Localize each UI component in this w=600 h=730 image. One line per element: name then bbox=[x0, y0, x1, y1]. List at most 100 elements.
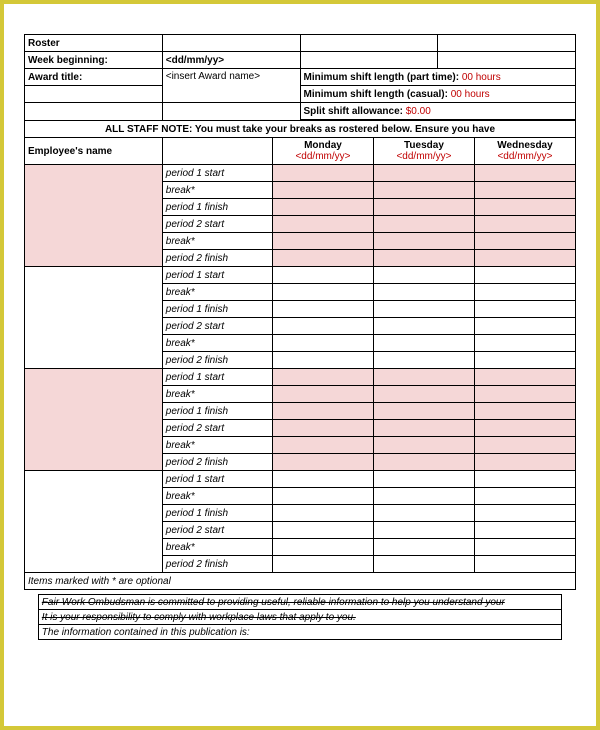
data-cell[interactable] bbox=[474, 488, 575, 505]
data-cell[interactable] bbox=[272, 539, 373, 556]
blank-cell bbox=[162, 138, 272, 165]
data-cell[interactable] bbox=[373, 352, 474, 369]
data-cell[interactable] bbox=[373, 284, 474, 301]
data-cell[interactable] bbox=[272, 199, 373, 216]
data-cell[interactable] bbox=[474, 437, 575, 454]
data-cell[interactable] bbox=[373, 488, 474, 505]
data-cell[interactable] bbox=[373, 539, 474, 556]
data-cell[interactable] bbox=[272, 505, 373, 522]
data-cell[interactable] bbox=[373, 522, 474, 539]
data-cell[interactable] bbox=[272, 233, 373, 250]
data-cell[interactable] bbox=[272, 284, 373, 301]
employee-cell[interactable] bbox=[25, 471, 163, 573]
data-cell[interactable] bbox=[272, 454, 373, 471]
data-cell[interactable] bbox=[474, 505, 575, 522]
data-cell[interactable] bbox=[474, 522, 575, 539]
data-cell[interactable] bbox=[373, 318, 474, 335]
data-cell[interactable] bbox=[272, 369, 373, 386]
data-cell[interactable] bbox=[373, 267, 474, 284]
data-cell[interactable] bbox=[474, 352, 575, 369]
data-cell[interactable] bbox=[272, 267, 373, 284]
data-cell[interactable] bbox=[272, 301, 373, 318]
period-label: break* bbox=[162, 233, 272, 250]
period-label: break* bbox=[162, 182, 272, 199]
data-cell[interactable] bbox=[373, 556, 474, 573]
data-cell[interactable] bbox=[272, 182, 373, 199]
data-cell[interactable] bbox=[272, 420, 373, 437]
data-cell[interactable] bbox=[474, 318, 575, 335]
min-shift-casual-value: 00 hours bbox=[451, 89, 490, 100]
data-cell[interactable] bbox=[272, 216, 373, 233]
employee-name-header: Employee's name bbox=[25, 138, 163, 165]
footer-line-1: Fair Work Ombudsman is committed to prov… bbox=[38, 595, 561, 610]
period-label: period 2 finish bbox=[162, 352, 272, 369]
data-cell[interactable] bbox=[474, 556, 575, 573]
min-shift-pt-cell: Minimum shift length (part time): 00 hou… bbox=[300, 69, 576, 86]
data-cell[interactable] bbox=[474, 454, 575, 471]
employee-cell[interactable] bbox=[25, 165, 163, 267]
data-cell[interactable] bbox=[474, 165, 575, 182]
data-cell[interactable] bbox=[272, 335, 373, 352]
period-label: period 1 finish bbox=[162, 505, 272, 522]
data-cell[interactable] bbox=[373, 420, 474, 437]
data-cell[interactable] bbox=[373, 250, 474, 267]
data-cell[interactable] bbox=[373, 386, 474, 403]
data-cell[interactable] bbox=[474, 420, 575, 437]
data-cell[interactable] bbox=[373, 216, 474, 233]
data-cell[interactable] bbox=[272, 437, 373, 454]
data-cell[interactable] bbox=[373, 301, 474, 318]
data-cell[interactable] bbox=[373, 471, 474, 488]
data-cell[interactable] bbox=[474, 233, 575, 250]
data-cell[interactable] bbox=[474, 267, 575, 284]
day-name: Tuesday bbox=[377, 140, 471, 151]
data-cell[interactable] bbox=[474, 403, 575, 420]
data-cell[interactable] bbox=[474, 369, 575, 386]
award-title-value: <insert Award name> bbox=[162, 69, 300, 103]
data-cell[interactable] bbox=[474, 386, 575, 403]
data-cell[interactable] bbox=[474, 182, 575, 199]
data-cell[interactable] bbox=[373, 165, 474, 182]
data-cell[interactable] bbox=[272, 556, 373, 573]
data-cell[interactable] bbox=[373, 182, 474, 199]
data-cell[interactable] bbox=[272, 165, 373, 182]
data-cell[interactable] bbox=[474, 471, 575, 488]
split-shift-cell: Split shift allowance: $0.00 bbox=[300, 103, 576, 120]
roster-label: Roster bbox=[25, 35, 163, 52]
period-label: period 2 finish bbox=[162, 250, 272, 267]
data-cell[interactable] bbox=[272, 386, 373, 403]
data-cell[interactable] bbox=[373, 369, 474, 386]
data-cell[interactable] bbox=[474, 284, 575, 301]
day-date: <dd/mm/yy> bbox=[478, 151, 572, 162]
data-cell[interactable] bbox=[373, 403, 474, 420]
data-cell[interactable] bbox=[373, 437, 474, 454]
data-cell[interactable] bbox=[373, 199, 474, 216]
data-cell[interactable] bbox=[373, 335, 474, 352]
data-cell[interactable] bbox=[373, 505, 474, 522]
data-cell[interactable] bbox=[272, 471, 373, 488]
period-label: break* bbox=[162, 386, 272, 403]
data-cell[interactable] bbox=[474, 199, 575, 216]
blank-cell bbox=[162, 103, 300, 120]
period-label: period 2 finish bbox=[162, 454, 272, 471]
data-cell[interactable] bbox=[474, 335, 575, 352]
data-cell[interactable] bbox=[272, 250, 373, 267]
data-cell[interactable] bbox=[474, 250, 575, 267]
roster-main-table: ALL STAFF NOTE: You must take your break… bbox=[24, 120, 576, 590]
day-header-tuesday: Tuesday <dd/mm/yy> bbox=[373, 138, 474, 165]
data-cell[interactable] bbox=[474, 301, 575, 318]
data-cell[interactable] bbox=[373, 233, 474, 250]
employee-cell[interactable] bbox=[25, 267, 163, 369]
data-cell[interactable] bbox=[272, 318, 373, 335]
blank-cell bbox=[25, 86, 163, 103]
data-cell[interactable] bbox=[474, 539, 575, 556]
period-label: period 2 start bbox=[162, 216, 272, 233]
split-shift-value: $0.00 bbox=[406, 106, 431, 117]
employee-cell[interactable] bbox=[25, 369, 163, 471]
data-cell[interactable] bbox=[272, 488, 373, 505]
data-cell[interactable] bbox=[272, 352, 373, 369]
data-cell[interactable] bbox=[272, 403, 373, 420]
week-beginning-value: <dd/mm/yy> bbox=[162, 52, 300, 69]
data-cell[interactable] bbox=[373, 454, 474, 471]
data-cell[interactable] bbox=[474, 216, 575, 233]
data-cell[interactable] bbox=[272, 522, 373, 539]
